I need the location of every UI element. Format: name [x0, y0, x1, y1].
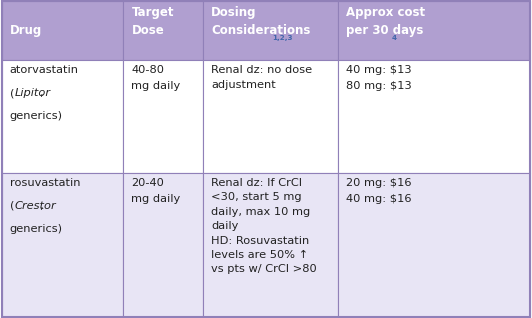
Text: 20-40
mg daily: 20-40 mg daily	[131, 178, 181, 204]
Text: Renal dz: If CrCl
<30, start 5 mg
daily, max 10 mg
daily
HD: Rosuvastatin
levels: Renal dz: If CrCl <30, start 5 mg daily,…	[211, 178, 317, 274]
Bar	[123, 60, 203, 173]
Text: 4: 4	[392, 35, 396, 41]
Bar	[2, 60, 123, 173]
Text: Renal dz: no dose
adjustment: Renal dz: no dose adjustment	[211, 65, 312, 90]
Bar	[123, 1, 203, 60]
Text: ,: ,	[39, 88, 43, 98]
Bar	[338, 173, 530, 317]
Text: atorvastatin: atorvastatin	[10, 65, 79, 75]
Bar	[2, 173, 123, 317]
Text: rosuvastatin: rosuvastatin	[10, 178, 80, 188]
Text: Lipitor: Lipitor	[14, 88, 51, 98]
Text: 1,2,3: 1,2,3	[272, 35, 293, 41]
Bar	[203, 1, 338, 60]
Text: generics): generics)	[10, 111, 63, 121]
Text: ,: ,	[39, 201, 43, 211]
Text: (: (	[10, 88, 14, 98]
Text: Drug: Drug	[10, 24, 42, 37]
Text: generics): generics)	[10, 224, 63, 234]
Bar	[338, 1, 530, 60]
Text: (: (	[10, 201, 14, 211]
Bar	[203, 60, 338, 173]
Bar	[2, 1, 123, 60]
Bar	[203, 173, 338, 317]
Text: Dosing
Considerations: Dosing Considerations	[211, 6, 311, 37]
Text: 40 mg: $13
80 mg: $13: 40 mg: $13 80 mg: $13	[346, 65, 412, 91]
Text: Approx cost
per 30 days: Approx cost per 30 days	[346, 6, 425, 37]
Bar	[338, 60, 530, 173]
Bar	[123, 173, 203, 317]
Text: Crestor: Crestor	[14, 201, 56, 211]
Text: Target
Dose: Target Dose	[131, 6, 174, 37]
Text: 20 mg: $16
40 mg: $16: 20 mg: $16 40 mg: $16	[346, 178, 411, 204]
Text: 40-80
mg daily: 40-80 mg daily	[131, 65, 181, 91]
